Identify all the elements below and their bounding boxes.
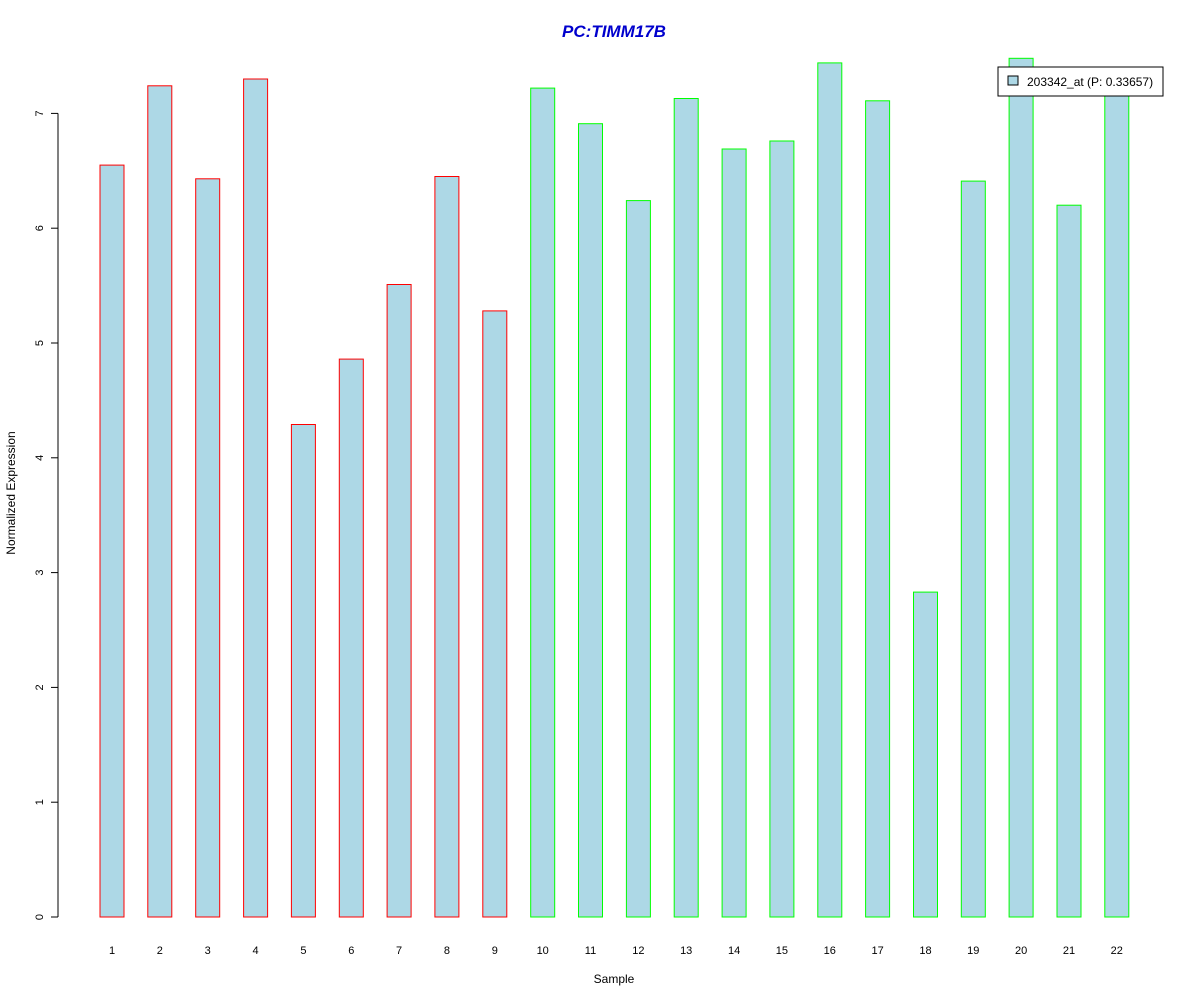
bar-sample-17 [865, 100, 891, 918]
x-tick-label: 5 [300, 945, 306, 957]
x-tick-label: 17 [871, 945, 883, 957]
x-tick-label: 1 [109, 945, 115, 957]
bar-sample-19 [960, 180, 986, 918]
chart-title: PC:TIMM17B [562, 22, 666, 41]
bar-sample-10 [530, 87, 556, 918]
bar-sample-5 [290, 424, 316, 918]
x-tick-label: 16 [824, 945, 836, 957]
y-tick-label: 2 [34, 684, 46, 690]
bar-sample-11 [578, 123, 603, 918]
y-tick-label: 0 [34, 914, 46, 920]
x-tick-label: 13 [680, 945, 692, 957]
x-tick-label: 22 [1111, 945, 1123, 957]
bar-sample-21 [1056, 204, 1082, 918]
x-tick-labels: 1 2 3 4 5 6 7 8 9 10 11 12 13 14 15 16 17 18 19 20 21 22 [109, 945, 1123, 957]
x-tick-label: 20 [1015, 945, 1027, 957]
x-tick-label: 4 [253, 945, 259, 957]
x-tick-label: 14 [728, 945, 740, 957]
bar-sample-20 [1008, 57, 1034, 918]
bar-sample-9 [482, 310, 508, 918]
legend-box [997, 66, 1164, 97]
x-tick-label: 21 [1063, 945, 1075, 957]
x-tick-label: 11 [585, 945, 596, 957]
legend-entry: 203342_at (P: 0.33657) [1027, 75, 1153, 89]
x-tick-label: 3 [205, 945, 211, 957]
x-tick-label: 9 [492, 945, 498, 957]
y-axis: 0 1 2 3 4 5 6 7 [34, 110, 59, 920]
y-tick-label: 3 [34, 570, 46, 576]
x-tick-label: 7 [396, 945, 402, 957]
y-tick-label: 6 [34, 225, 46, 231]
y-tick-label: 7 [34, 110, 46, 116]
x-tick-label: 2 [157, 945, 163, 957]
x-tick-label: 8 [444, 945, 450, 957]
bar-sample-15 [769, 140, 795, 918]
x-tick-label: 19 [967, 945, 979, 957]
bar-sample-4 [243, 78, 269, 918]
bar-sample-3 [195, 178, 221, 918]
y-tick-label: 4 [34, 455, 46, 461]
bar-sample-12 [625, 200, 651, 918]
y-axis-label: Normalized Expression [4, 431, 18, 554]
legend: 203342_at (P: 0.33657) [997, 66, 1164, 97]
bars-group [99, 57, 1130, 918]
bar-sample-6 [338, 358, 364, 918]
bar-sample-13 [673, 98, 699, 918]
bar-sample-16 [817, 62, 843, 918]
x-tick-label: 10 [537, 945, 549, 957]
bar-sample-14 [721, 148, 747, 918]
x-axis-label: Sample [594, 972, 635, 986]
x-tick-label: 15 [776, 945, 788, 957]
legend-swatch [1007, 75, 1019, 86]
bar-sample-1 [99, 164, 125, 918]
y-tick-label: 1 [34, 799, 46, 805]
y-tick-label: 5 [34, 340, 46, 346]
x-tick-label: 18 [919, 945, 931, 957]
x-tick-label: 6 [348, 945, 354, 957]
bar-sample-8 [434, 176, 460, 918]
bar-sample-2 [147, 85, 173, 918]
x-tick-label: 12 [632, 945, 644, 957]
bar-sample-18 [913, 591, 938, 918]
bar-sample-7 [386, 284, 412, 918]
bar-sample-22 [1104, 89, 1130, 918]
